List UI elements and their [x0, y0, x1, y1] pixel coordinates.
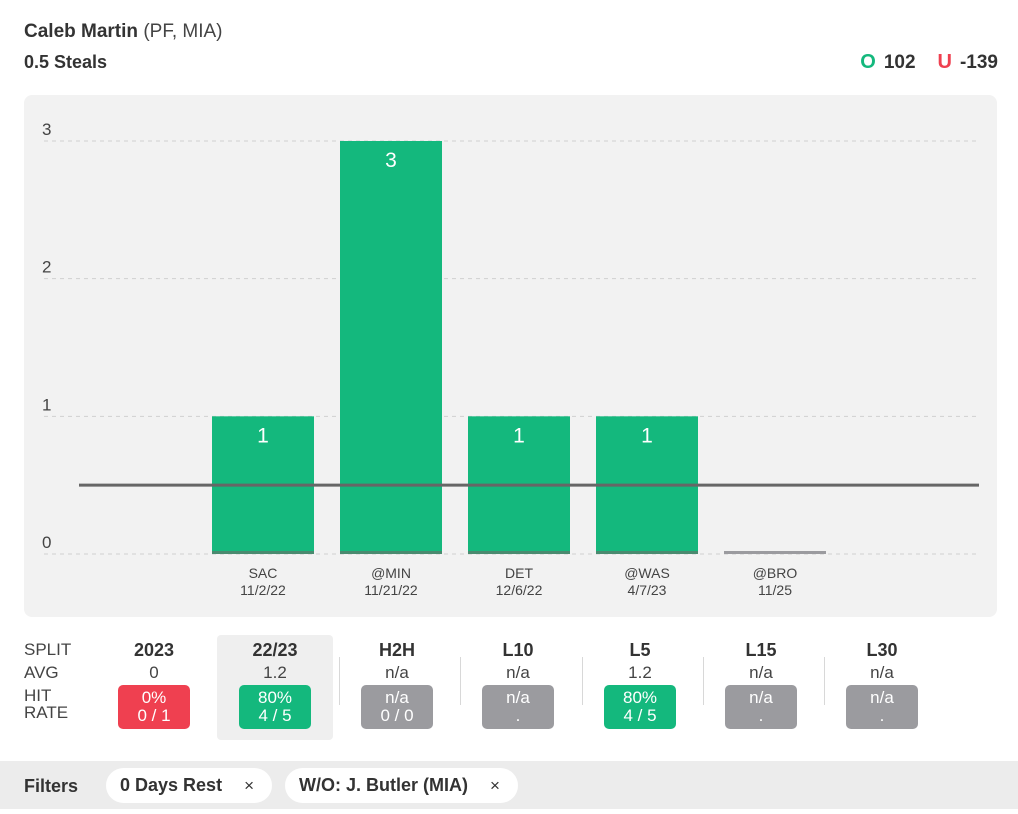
filters-label: Filters	[24, 776, 79, 796]
split-name: 22/23	[252, 640, 298, 660]
filter-chip-label: 0 Days Rest	[120, 775, 223, 795]
split-row-label: SPLIT	[24, 640, 72, 659]
split-avg: n/a	[385, 663, 409, 682]
prop-label: 0.5 Steals	[24, 52, 108, 72]
hit-rate-percent: 80%	[257, 688, 293, 707]
x-tick-date: 12/6/22	[496, 582, 543, 598]
player-name: Caleb Martin	[24, 21, 139, 42]
x-tick-date: 11/21/22	[364, 582, 418, 598]
split-column-2223[interactable]: 22/23 1.2 80% 4 / 5	[217, 635, 333, 740]
split-avg: n/a	[749, 663, 773, 682]
y-tick-label: 1	[42, 395, 51, 414]
column-divider	[460, 657, 461, 705]
over-odds: 102	[883, 51, 916, 73]
bar-base	[340, 551, 442, 554]
player-line: Caleb Martin (PF, MIA)	[24, 21, 222, 43]
x-tick-date: 11/25	[758, 582, 792, 598]
hit-rate-badge: n/a.	[482, 685, 554, 729]
split-name: H2H	[378, 640, 415, 660]
hit-rate-badge: n/a.	[846, 685, 918, 729]
split-name: L5	[629, 640, 651, 660]
split-column-l10[interactable]: L10 n/a n/a.	[460, 635, 576, 740]
x-tick-opponent: DET	[505, 565, 533, 581]
x-tick-opponent: @MIN	[371, 565, 411, 581]
split-column-2023[interactable]: 2023 0 0% 0 / 1	[96, 635, 212, 740]
hit-rate-count: 4 / 5	[258, 706, 292, 725]
bar-value-label: 1	[641, 424, 653, 447]
hit-rate-percent: n/a	[749, 688, 773, 707]
split-name: L15	[745, 640, 777, 660]
x-tick-date: 4/7/23	[628, 582, 667, 598]
hit-rate-count: .	[515, 706, 521, 725]
hit-rate-badge: 0% 0 / 1	[118, 685, 190, 729]
x-tick-opponent: @WAS	[624, 565, 670, 581]
hit-rate-badge: 80% 4 / 5	[604, 685, 676, 729]
splits-table: SPLIT AVG HIT RATE 2023 0 0% 0 / 1 22/23 1.2 8…	[24, 635, 1004, 740]
bar-base	[596, 551, 698, 554]
hit-rate-percent: 0%	[141, 688, 167, 707]
bar-value-label: 3	[385, 149, 397, 172]
filter-chip-without-player[interactable]: W/O: J. Butler (MIA) ×	[285, 768, 518, 803]
close-icon[interactable]: ×	[490, 775, 500, 795]
hit-rate-label-line1: HIT	[24, 686, 52, 705]
x-tick-date: 11/2/22	[240, 582, 286, 598]
hit-rate-count: .	[758, 706, 764, 725]
split-name: L30	[866, 640, 898, 660]
hit-rate-count: 4 / 5	[623, 706, 657, 725]
hit-rate-percent: n/a	[385, 688, 409, 707]
hit-rate-row-label: HIT RATE	[24, 687, 84, 721]
hit-rate-badge: n/a 0 / 0	[361, 685, 433, 729]
y-tick-label: 3	[42, 120, 51, 139]
hit-rate-badge: n/a.	[725, 685, 797, 729]
split-avg: n/a	[506, 663, 530, 682]
filters-bar: Filters 0 Days Rest × W/O: J. Butler (MI…	[0, 761, 1018, 809]
split-avg: 1.2	[628, 663, 652, 682]
split-column-l15[interactable]: L15 n/a n/a.	[703, 635, 819, 740]
bar-base	[468, 551, 570, 554]
y-tick-label: 0	[42, 533, 51, 552]
hit-rate-label-line2: RATE	[24, 703, 69, 722]
hit-rate-percent: n/a	[506, 688, 530, 707]
hit-rate-count: 0 / 1	[137, 706, 171, 725]
x-tick-opponent: @BRO	[753, 565, 798, 581]
hit-rate-percent: n/a	[870, 688, 894, 707]
under-icon: U	[937, 51, 952, 73]
close-icon[interactable]: ×	[244, 775, 254, 795]
filter-chip-label: W/O: J. Butler (MIA)	[299, 775, 468, 795]
split-avg: n/a	[870, 663, 894, 682]
hit-rate-count: 0 / 0	[380, 706, 414, 725]
split-name: L10	[502, 640, 534, 660]
over-icon: O	[860, 51, 876, 73]
split-avg: 1.2	[263, 663, 287, 682]
bar-value-label: 1	[257, 424, 269, 447]
under-odds: -139	[959, 51, 998, 73]
hit-rate-badge: 80% 4 / 5	[239, 685, 311, 729]
player-position-team: (PF, MIA)	[143, 21, 223, 42]
odds-display: O 102 U -139	[860, 51, 998, 74]
y-tick-label: 2	[42, 258, 51, 277]
column-divider	[703, 657, 704, 705]
hit-rate-count: .	[879, 706, 885, 725]
prop-header: Caleb Martin (PF, MIA) 0.5 Steals O 102 …	[24, 18, 998, 78]
split-column-l5[interactable]: L5 1.2 80% 4 / 5	[582, 635, 698, 740]
x-tick-opponent: SAC	[249, 565, 278, 581]
split-column-l30[interactable]: L30 n/a n/a.	[824, 635, 940, 740]
game-log-chart: 0 1 2 3 1 SAC 11/2/22 3 @MIN 11/21/22 1 DET 12/6/22 1…	[24, 95, 997, 617]
filter-chip-days-rest[interactable]: 0 Days Rest ×	[106, 768, 272, 803]
bar-base	[212, 551, 314, 554]
bar	[340, 141, 442, 554]
column-divider	[339, 657, 340, 705]
bar-value-label: 1	[513, 424, 525, 447]
hit-rate-percent: 80%	[622, 688, 658, 707]
column-divider	[582, 657, 583, 705]
avg-row-label: AVG	[24, 663, 59, 682]
bar	[724, 551, 826, 554]
split-avg: 0	[149, 663, 159, 682]
split-column-h2h[interactable]: H2H n/a n/a 0 / 0	[339, 635, 455, 740]
column-divider	[824, 657, 825, 705]
split-name: 2023	[133, 640, 175, 660]
